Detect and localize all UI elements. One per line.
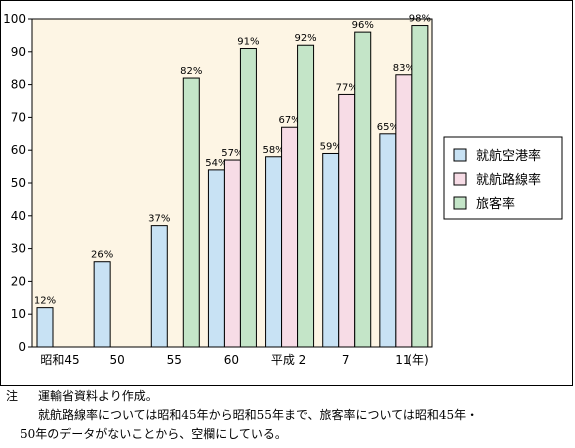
x-tick-label: 55 [167, 353, 182, 367]
y-tick-label: 60 [11, 143, 26, 157]
bar [354, 31, 372, 348]
chart-frame: 0 10 20 30 40 50 60 70 80 90 100 12% 26% 37% 54% 58% 59%… [0, 0, 573, 386]
y-tick-label: 80 [11, 78, 26, 92]
legend-swatch [453, 196, 467, 210]
data-label: 96% [352, 20, 374, 31]
legend-label: 旅客率 [476, 196, 515, 212]
x-tick-label: 7 [342, 353, 350, 367]
x-unit-label: (年) [407, 353, 428, 367]
x-tick-label: 60 [224, 353, 239, 367]
bar [150, 225, 168, 348]
bar [239, 48, 257, 348]
legend-label: 就航路線率 [476, 172, 541, 188]
note-mark: 注 [6, 389, 19, 403]
y-tick-label: 50 [11, 176, 26, 190]
bar [36, 307, 54, 348]
note-source: 運輸省資料より作成。 [38, 389, 158, 403]
legend-label: 就航空港率 [476, 148, 541, 164]
y-tick-label: 20 [11, 274, 26, 288]
bar [265, 156, 283, 348]
data-label: 92% [294, 33, 316, 44]
x-tick-label: 11 [395, 353, 410, 367]
x-tick-label: 平成 2 [271, 353, 306, 367]
y-tick-label: 0 [18, 340, 26, 354]
y-tick-label: 90 [11, 45, 26, 59]
data-label: 37% [148, 214, 170, 225]
data-label: 65% [377, 122, 399, 133]
legend-swatch [453, 172, 467, 186]
data-label: 57% [221, 148, 243, 159]
y-tick-label: 10 [11, 307, 26, 321]
bar [297, 44, 315, 348]
bar-chart: 0 10 20 30 40 50 60 70 80 90 100 12% 26% 37% 54% 58% 59%… [3, 12, 563, 367]
bar [281, 126, 299, 348]
bar [93, 261, 111, 348]
data-label: 59% [320, 141, 342, 152]
data-label: 58% [262, 145, 284, 156]
bar [322, 152, 340, 348]
data-label: 98% [409, 14, 431, 25]
y-tick-label: 100 [3, 12, 26, 26]
bar [379, 133, 397, 348]
bar [182, 77, 200, 348]
y-tick-label: 70 [11, 110, 26, 124]
bar [338, 93, 356, 348]
data-label: 26% [91, 250, 113, 261]
note-explanation-cont: 50年のデータがないことから、空欄にしている。 [20, 427, 287, 441]
data-label: 77% [336, 82, 358, 93]
data-label: 67% [278, 115, 300, 126]
bar [411, 25, 429, 348]
data-label: 83% [393, 63, 415, 74]
note-explanation: 就航路線率については昭和45年から昭和55年まで、旅客率については昭和45年・ [38, 408, 479, 422]
y-tick-label: 30 [11, 242, 26, 256]
x-tick-label: 50 [110, 353, 125, 367]
bar [223, 159, 241, 348]
data-label: 91% [237, 37, 259, 48]
y-tick-label: 40 [11, 209, 26, 223]
data-label: 82% [180, 66, 202, 77]
data-label: 12% [34, 296, 56, 307]
bar [207, 169, 225, 348]
x-tick-label: 昭和45 [40, 353, 79, 367]
bar [395, 74, 413, 348]
legend-swatch [453, 148, 467, 162]
data-label: 54% [205, 158, 227, 169]
